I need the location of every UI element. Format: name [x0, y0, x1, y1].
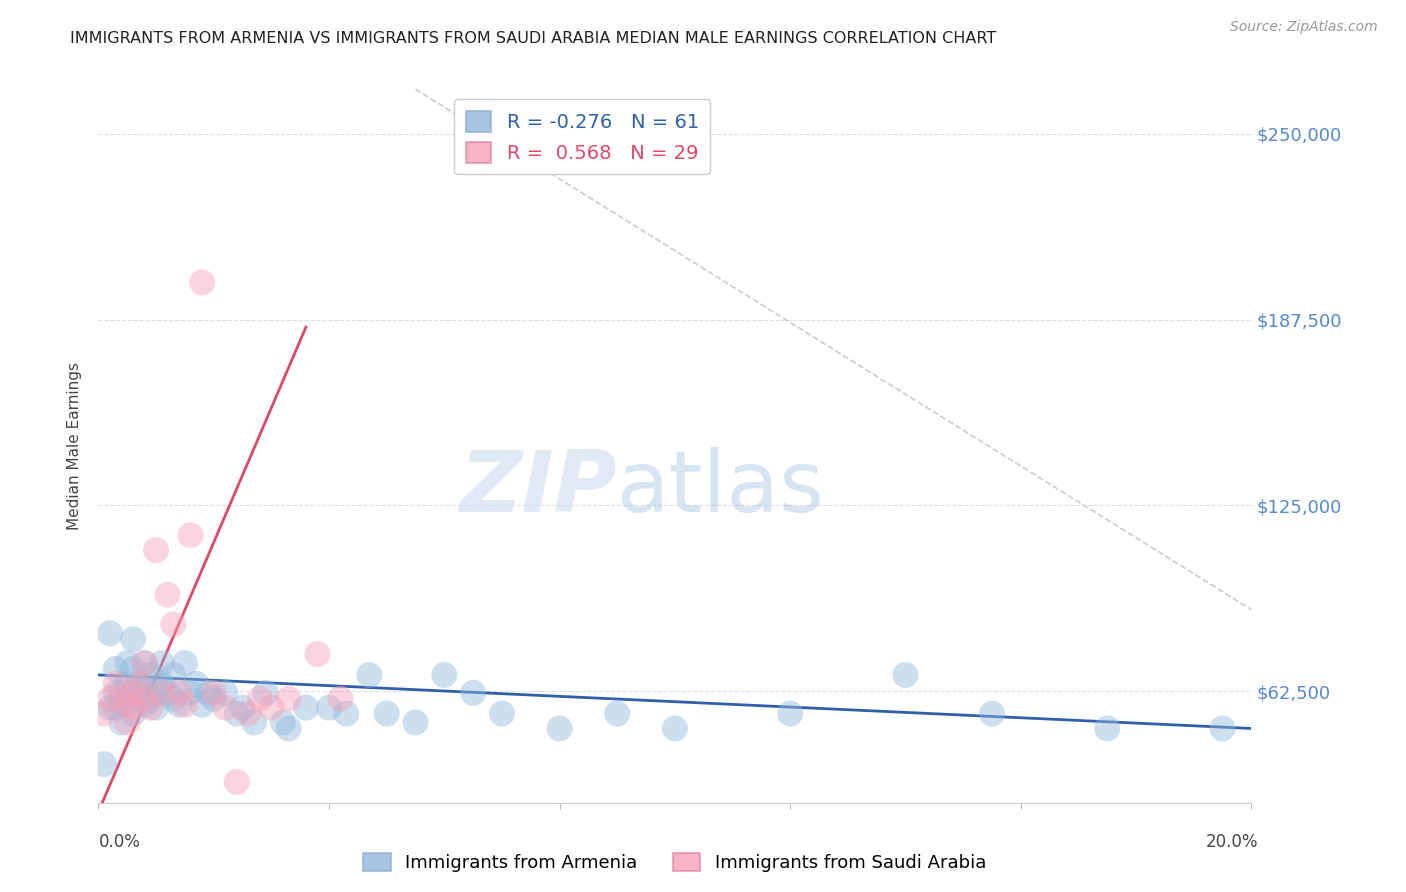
- Point: [375, 706, 398, 721]
- Point: [981, 706, 1004, 721]
- Point: [249, 691, 271, 706]
- Point: [110, 698, 132, 712]
- Point: [197, 686, 219, 700]
- Point: [128, 677, 150, 691]
- Point: [122, 662, 145, 676]
- Point: [122, 632, 145, 647]
- Point: [128, 677, 150, 691]
- Point: [238, 706, 260, 721]
- Point: [167, 698, 190, 712]
- Point: [117, 656, 139, 670]
- Point: [225, 775, 247, 789]
- Point: [104, 686, 127, 700]
- Point: [156, 588, 179, 602]
- Point: [162, 691, 184, 706]
- Point: [180, 528, 202, 542]
- Point: [433, 668, 456, 682]
- Point: [405, 715, 427, 730]
- Point: [167, 686, 190, 700]
- Point: [117, 677, 139, 691]
- Point: [134, 656, 156, 670]
- Point: [307, 647, 329, 661]
- Text: 0.0%: 0.0%: [98, 833, 141, 851]
- Point: [225, 706, 247, 721]
- Point: [156, 686, 179, 700]
- Point: [174, 656, 197, 670]
- Point: [150, 677, 173, 691]
- Point: [145, 686, 167, 700]
- Point: [894, 668, 917, 682]
- Point: [98, 700, 121, 714]
- Point: [93, 757, 115, 772]
- Point: [98, 691, 121, 706]
- Point: [191, 698, 214, 712]
- Point: [318, 700, 340, 714]
- Point: [202, 691, 225, 706]
- Point: [117, 715, 139, 730]
- Point: [277, 691, 299, 706]
- Point: [98, 626, 121, 640]
- Point: [134, 698, 156, 712]
- Point: [139, 691, 162, 706]
- Point: [110, 686, 132, 700]
- Point: [329, 691, 352, 706]
- Point: [145, 543, 167, 558]
- Point: [606, 706, 628, 721]
- Point: [117, 691, 139, 706]
- Point: [134, 677, 156, 691]
- Text: IMMIGRANTS FROM ARMENIA VS IMMIGRANTS FROM SAUDI ARABIA MEDIAN MALE EARNINGS COR: IMMIGRANTS FROM ARMENIA VS IMMIGRANTS FR…: [70, 31, 997, 46]
- Point: [461, 686, 484, 700]
- Point: [214, 686, 236, 700]
- Point: [139, 668, 162, 682]
- Point: [359, 668, 381, 682]
- Point: [110, 691, 132, 706]
- Point: [162, 668, 184, 682]
- Point: [104, 662, 127, 676]
- Point: [335, 706, 357, 721]
- Point: [117, 698, 139, 712]
- Text: atlas: atlas: [617, 447, 825, 531]
- Point: [134, 656, 156, 670]
- Legend: R = -0.276   N = 61, R =  0.568   N = 29: R = -0.276 N = 61, R = 0.568 N = 29: [454, 99, 710, 174]
- Point: [93, 706, 115, 721]
- Point: [122, 686, 145, 700]
- Point: [548, 722, 571, 736]
- Point: [122, 700, 145, 714]
- Point: [104, 677, 127, 691]
- Point: [243, 715, 266, 730]
- Point: [231, 700, 254, 714]
- Point: [779, 706, 801, 721]
- Point: [260, 700, 283, 714]
- Text: ZIP: ZIP: [460, 447, 617, 531]
- Point: [277, 722, 299, 736]
- Text: Source: ZipAtlas.com: Source: ZipAtlas.com: [1230, 20, 1378, 34]
- Point: [1212, 722, 1234, 736]
- Point: [134, 691, 156, 706]
- Point: [122, 686, 145, 700]
- Point: [122, 706, 145, 721]
- Point: [150, 686, 173, 700]
- Point: [139, 700, 162, 714]
- Point: [150, 656, 173, 670]
- Point: [214, 700, 236, 714]
- Point: [254, 686, 277, 700]
- Point: [186, 677, 208, 691]
- Point: [174, 698, 197, 712]
- Point: [202, 686, 225, 700]
- Point: [191, 276, 214, 290]
- Point: [128, 691, 150, 706]
- Point: [491, 706, 513, 721]
- Point: [295, 700, 318, 714]
- Point: [145, 700, 167, 714]
- Point: [110, 715, 132, 730]
- Point: [664, 722, 686, 736]
- Point: [1097, 722, 1119, 736]
- Point: [271, 715, 294, 730]
- Text: 20.0%: 20.0%: [1206, 833, 1258, 851]
- Point: [104, 700, 127, 714]
- Point: [180, 686, 202, 700]
- Y-axis label: Median Male Earnings: Median Male Earnings: [67, 362, 83, 530]
- Point: [162, 617, 184, 632]
